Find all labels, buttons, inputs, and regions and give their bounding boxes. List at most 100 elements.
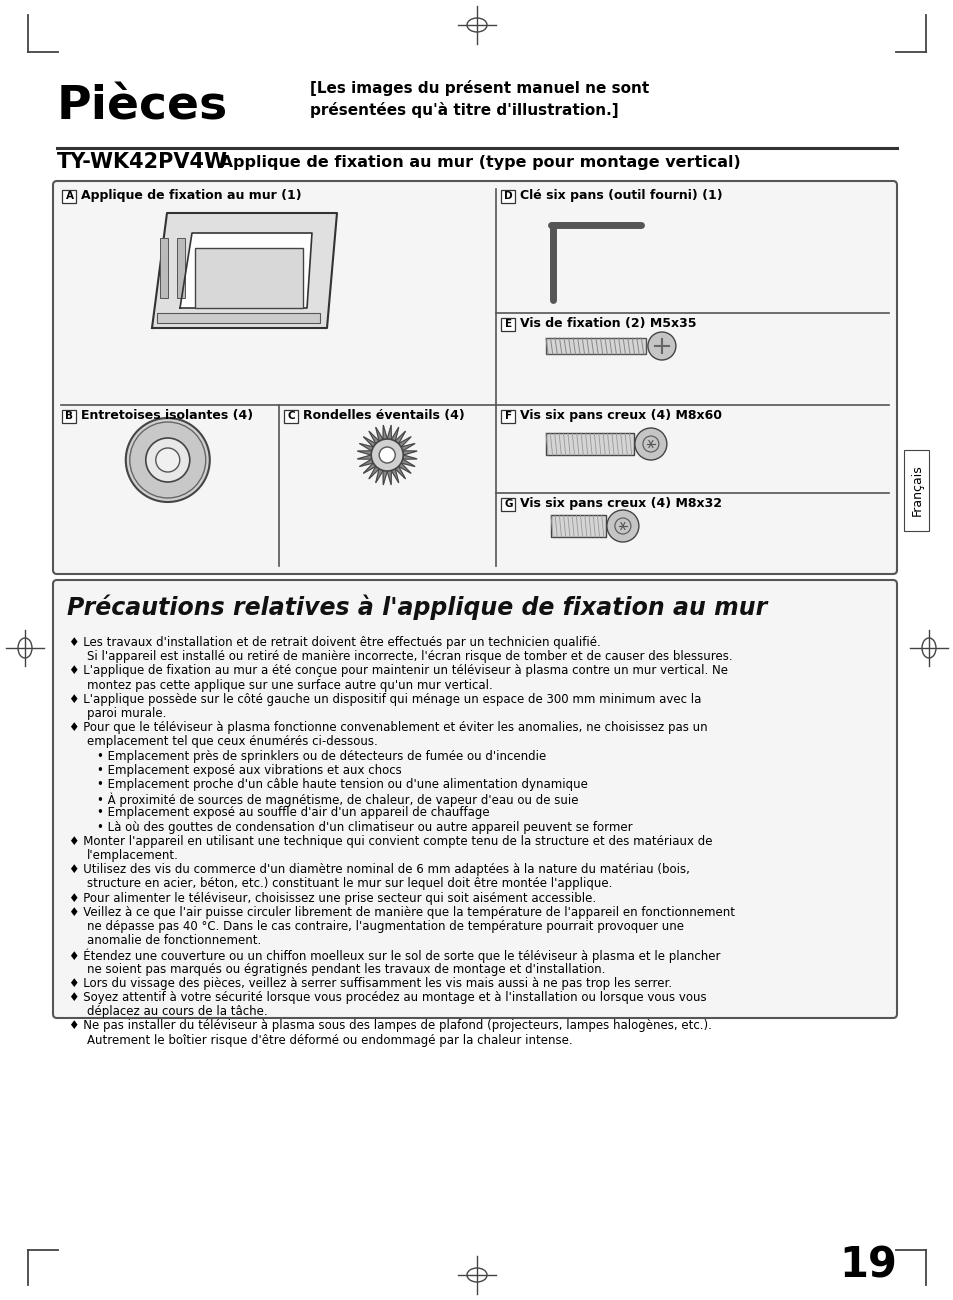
Circle shape: [647, 332, 675, 360]
Text: Vis six pans creux (4) M8x32: Vis six pans creux (4) M8x32: [519, 498, 721, 511]
Text: • Là où des gouttes de condensation d'un climatiseur ou autre appareil peuvent s: • Là où des gouttes de condensation d'un…: [97, 820, 632, 833]
FancyBboxPatch shape: [53, 580, 896, 1018]
Bar: [545, 433, 633, 455]
Text: ♦ L'applique de fixation au mur a été conçue pour maintenir un téléviseur à plas: ♦ L'applique de fixation au mur a été co…: [69, 664, 727, 677]
Text: ♦ Lors du vissage des pièces, veillez à serrer suffisamment les vis mais aussi à: ♦ Lors du vissage des pièces, veillez à …: [69, 976, 672, 989]
Text: ♦ L'applique possède sur le côté gauche un dispositif qui ménage un espace de 30: ♦ L'applique possède sur le côté gauche …: [69, 693, 700, 706]
Polygon shape: [383, 471, 387, 485]
Text: TY-WK42PV4W: TY-WK42PV4W: [57, 152, 228, 172]
Circle shape: [155, 448, 179, 472]
Text: l'emplacement.: l'emplacement.: [87, 849, 179, 862]
Text: ne dépasse pas 40 °C. Dans le cas contraire, l'augmentation de température pourr: ne dépasse pas 40 °C. Dans le cas contra…: [87, 920, 683, 933]
Polygon shape: [402, 455, 416, 459]
Bar: [160, 238, 168, 298]
Text: Vis de fixation (2) M5x35: Vis de fixation (2) M5x35: [519, 317, 696, 330]
Text: Clé six pans (outil fourni) (1): Clé six pans (outil fourni) (1): [519, 190, 721, 203]
Text: ♦ Ne pas installer du téléviseur à plasma sous des lampes de plafond (projecteur: ♦ Ne pas installer du téléviseur à plasm…: [69, 1019, 711, 1032]
Text: Autrement le boîtier risque d'être déformé ou endommagé par la chaleur intense.: Autrement le boîtier risque d'être défor…: [87, 1034, 572, 1046]
Circle shape: [371, 439, 403, 471]
Text: C: C: [287, 411, 294, 421]
Text: • Emplacement proche d'un câble haute tension ou d'une alimentation dynamique: • Emplacement proche d'un câble haute te…: [97, 777, 587, 790]
Text: paroi murale.: paroi murale.: [87, 707, 166, 720]
Polygon shape: [400, 443, 415, 451]
FancyBboxPatch shape: [63, 190, 76, 203]
Polygon shape: [369, 432, 379, 443]
Text: anomalie de fonctionnement.: anomalie de fonctionnement.: [87, 935, 261, 948]
Polygon shape: [363, 437, 375, 447]
Text: montez pas cette applique sur une surface autre qu'un mur vertical.: montez pas cette applique sur une surfac…: [87, 679, 493, 692]
Text: ♦ Monter l'appareil en utilisant une technique qui convient compte tenu de la st: ♦ Monter l'appareil en utilisant une tec…: [69, 835, 712, 848]
Circle shape: [635, 428, 666, 460]
Polygon shape: [375, 428, 383, 441]
Text: • Emplacement exposé au souffle d'air d'un appareil de chauffage: • Emplacement exposé au souffle d'air d'…: [97, 806, 489, 819]
Text: ♦ Utilisez des vis du commerce d'un diamètre nominal de 6 mm adaptées à la natur: ♦ Utilisez des vis du commerce d'un diam…: [69, 863, 689, 876]
Circle shape: [126, 419, 210, 502]
Text: Entretoises isolantes (4): Entretoises isolantes (4): [81, 410, 253, 422]
Bar: [550, 515, 605, 537]
Text: 19: 19: [839, 1245, 896, 1287]
Circle shape: [146, 438, 190, 482]
Text: G: G: [503, 499, 512, 510]
Circle shape: [379, 447, 395, 463]
Polygon shape: [387, 425, 391, 439]
FancyBboxPatch shape: [501, 410, 515, 422]
Circle shape: [606, 510, 639, 542]
Bar: [194, 248, 303, 308]
Text: Précautions relatives à l'applique de fixation au mur: Précautions relatives à l'applique de fi…: [67, 594, 766, 620]
Text: A: A: [66, 191, 73, 202]
Polygon shape: [391, 428, 398, 441]
Text: ♦ Pour alimenter le téléviseur, choisissez une prise secteur qui soit aisément a: ♦ Pour alimenter le téléviseur, choisiss…: [69, 892, 596, 905]
Text: Vis six pans creux (4) M8x60: Vis six pans creux (4) M8x60: [519, 410, 721, 422]
Polygon shape: [359, 459, 373, 467]
Text: Français: Français: [909, 464, 923, 516]
FancyBboxPatch shape: [501, 498, 515, 511]
Text: • Emplacement exposé aux vibrations et aux chocs: • Emplacement exposé aux vibrations et a…: [97, 764, 401, 777]
Text: Pièces: Pièces: [57, 84, 228, 130]
FancyBboxPatch shape: [53, 181, 896, 575]
Text: Si l'appareil est installé ou retiré de manière incorrecte, l'écran risque de to: Si l'appareil est installé ou retiré de …: [87, 650, 732, 663]
Text: structure en acier, béton, etc.) constituant le mur sur lequel doit être montée : structure en acier, béton, etc.) constit…: [87, 878, 612, 891]
Text: emplacement tel que ceux énumérés ci-dessous.: emplacement tel que ceux énumérés ci-des…: [87, 736, 377, 749]
Polygon shape: [398, 437, 411, 447]
Polygon shape: [398, 463, 411, 473]
Polygon shape: [395, 432, 405, 443]
Text: D: D: [503, 191, 512, 202]
FancyBboxPatch shape: [501, 317, 515, 330]
FancyBboxPatch shape: [501, 190, 515, 203]
Text: ♦ Veillez à ce que l'air puisse circuler librement de manière que la température: ♦ Veillez à ce que l'air puisse circuler…: [69, 906, 734, 919]
Text: • Emplacement près de sprinklers ou de détecteurs de fumée ou d'incendie: • Emplacement près de sprinklers ou de d…: [97, 750, 546, 763]
Polygon shape: [180, 233, 312, 308]
FancyBboxPatch shape: [284, 410, 297, 422]
Text: ♦ Les travaux d'installation et de retrait doivent être effectués par un technic: ♦ Les travaux d'installation et de retra…: [69, 636, 600, 649]
Polygon shape: [391, 469, 398, 482]
Polygon shape: [383, 425, 387, 439]
Polygon shape: [395, 467, 405, 478]
FancyBboxPatch shape: [63, 410, 76, 422]
FancyBboxPatch shape: [903, 450, 928, 530]
Text: • À proximité de sources de magnétisme, de chaleur, de vapeur d'eau ou de suie: • À proximité de sources de magnétisme, …: [97, 792, 578, 807]
Polygon shape: [357, 455, 372, 459]
Text: Applique de fixation au mur (type pour montage vertical): Applique de fixation au mur (type pour m…: [214, 155, 740, 170]
Polygon shape: [357, 451, 372, 455]
Text: F: F: [504, 411, 512, 421]
Polygon shape: [375, 469, 383, 482]
Polygon shape: [363, 463, 375, 473]
Text: ne soient pas marqués ou égratignés pendant les travaux de montage et d'installa: ne soient pas marqués ou égratignés pend…: [87, 962, 605, 975]
Polygon shape: [400, 459, 415, 467]
Polygon shape: [152, 213, 336, 328]
Text: ♦ Pour que le téléviseur à plasma fonctionne convenablement et éviter les anomal: ♦ Pour que le téléviseur à plasma foncti…: [69, 722, 707, 734]
Text: E: E: [504, 318, 512, 329]
Text: ♦ Soyez attentif à votre sécurité lorsque vous procédez au montage et à l'instal: ♦ Soyez attentif à votre sécurité lorsqu…: [69, 991, 706, 1004]
Bar: [157, 313, 319, 322]
Polygon shape: [369, 467, 379, 478]
Circle shape: [130, 422, 206, 498]
Text: Applique de fixation au mur (1): Applique de fixation au mur (1): [81, 190, 301, 203]
Text: déplacez au cours de la tâche.: déplacez au cours de la tâche.: [87, 1005, 268, 1018]
Text: B: B: [66, 411, 73, 421]
Bar: [177, 238, 185, 298]
Polygon shape: [387, 471, 391, 485]
Text: [Les images du présent manuel ne sont
présentées qu'à titre d'illustration.]: [Les images du présent manuel ne sont pr…: [310, 81, 649, 118]
Bar: [545, 338, 645, 354]
Polygon shape: [402, 451, 416, 455]
Text: Rondelles éventails (4): Rondelles éventails (4): [302, 410, 464, 422]
